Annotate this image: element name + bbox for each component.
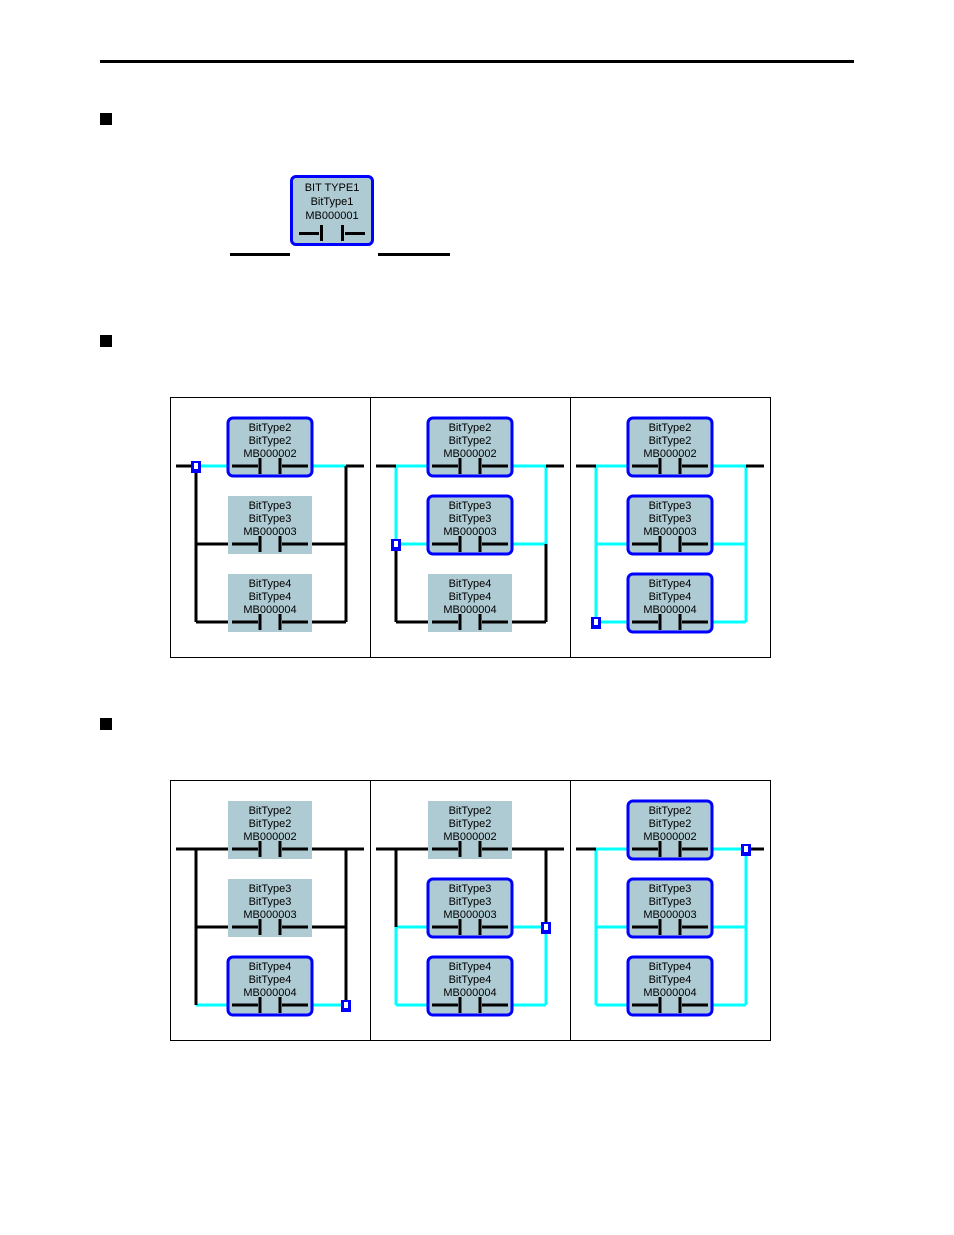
cell-2-1: BitType2BitType2MB000002BitType3BitType3… [171,398,371,658]
svg-text:BitType2: BitType2 [449,435,492,447]
cell-3-1: BitType2BitType2MB000002BitType3BitType3… [171,781,371,1041]
svg-text:BitType2: BitType2 [649,818,692,830]
svg-text:BitType2: BitType2 [249,422,292,434]
svg-text:BitType2: BitType2 [649,805,692,817]
svg-text:BitType4: BitType4 [449,578,492,590]
svg-text:BitType3: BitType3 [249,500,292,512]
svg-text:MB000004: MB000004 [243,987,296,999]
svg-text:BitType3: BitType3 [449,883,492,895]
svg-text:BitType4: BitType4 [449,961,492,973]
cell-2-3: BitType2BitType2MB000002BitType3BitType3… [571,398,771,658]
svg-text:BitType4: BitType4 [249,591,292,603]
svg-text:MB000002: MB000002 [243,831,296,843]
svg-text:MB000002: MB000002 [643,831,696,843]
svg-text:MB000003: MB000003 [243,909,296,921]
svg-text:BitType3: BitType3 [449,513,492,525]
svg-text:BitType2: BitType2 [449,818,492,830]
svg-text:BitType3: BitType3 [249,896,292,908]
svg-text:BitType2: BitType2 [449,805,492,817]
svg-text:BitType3: BitType3 [249,513,292,525]
contact-label-3: MB000001 [299,209,365,223]
cell-2-2: BitType2BitType2MB000002BitType3BitType3… [371,398,571,658]
contact-symbol [299,225,365,241]
svg-text:MB000002: MB000002 [643,448,696,460]
contact-label-1: BIT TYPE1 [299,181,365,195]
svg-text:BitType2: BitType2 [449,422,492,434]
svg-text:BitType4: BitType4 [449,974,492,986]
svg-text:BitType4: BitType4 [249,578,292,590]
svg-text:BitType4: BitType4 [249,974,292,986]
svg-text:MB000002: MB000002 [443,831,496,843]
svg-text:BitType3: BitType3 [649,883,692,895]
section-parallel-left-handle: BitType2BitType2MB000002BitType3BitType3… [100,335,854,658]
svg-text:BitType2: BitType2 [649,435,692,447]
svg-text:MB000003: MB000003 [643,909,696,921]
svg-text:MB000004: MB000004 [243,604,296,616]
bullet-3 [100,718,112,730]
svg-text:BitType3: BitType3 [449,500,492,512]
svg-text:BitType4: BitType4 [649,578,692,590]
svg-text:MB000003: MB000003 [243,526,296,538]
svg-text:MB000002: MB000002 [443,448,496,460]
svg-text:MB000004: MB000004 [443,987,496,999]
section-parallel-right-handle: BitType2BitType2MB000002BitType3BitType3… [100,718,854,1041]
svg-text:BitType3: BitType3 [649,500,692,512]
bullet-2 [100,335,112,347]
svg-text:BitType4: BitType4 [649,961,692,973]
svg-text:BitType3: BitType3 [649,896,692,908]
svg-text:MB000002: MB000002 [243,448,296,460]
svg-text:BitType4: BitType4 [249,961,292,973]
svg-text:MB000003: MB000003 [443,526,496,538]
grid-right-handle: BitType2BitType2MB000002BitType3BitType3… [170,780,771,1041]
grid-left-handle: BitType2BitType2MB000002BitType3BitType3… [170,397,771,658]
contact-bit-type1[interactable]: BIT TYPE1 BitType1 MB000001 [290,175,374,246]
contact-label-2: BitType1 [299,195,365,209]
svg-text:MB000004: MB000004 [443,604,496,616]
svg-text:BitType3: BitType3 [449,896,492,908]
svg-text:BitType4: BitType4 [649,974,692,986]
page-rule [100,60,854,63]
cell-3-2: BitType2BitType2MB000002BitType3BitType3… [371,781,571,1041]
bullet-1 [100,113,112,125]
single-contact-figure: BIT TYPE1 BitType1 MB000001 [230,175,450,275]
svg-text:BitType4: BitType4 [449,591,492,603]
svg-text:BitType4: BitType4 [649,591,692,603]
svg-text:BitType3: BitType3 [649,513,692,525]
svg-text:MB000003: MB000003 [443,909,496,921]
cell-3-3: BitType2BitType2MB000002BitType3BitType3… [571,781,771,1041]
svg-text:MB000004: MB000004 [643,987,696,999]
svg-text:MB000003: MB000003 [643,526,696,538]
svg-text:BitType2: BitType2 [249,805,292,817]
svg-text:BitType3: BitType3 [249,883,292,895]
svg-text:BitType2: BitType2 [249,818,292,830]
svg-text:BitType2: BitType2 [649,422,692,434]
svg-text:BitType2: BitType2 [249,435,292,447]
svg-text:MB000004: MB000004 [643,604,696,616]
section-single-contact: BIT TYPE1 BitType1 MB000001 [100,113,854,275]
